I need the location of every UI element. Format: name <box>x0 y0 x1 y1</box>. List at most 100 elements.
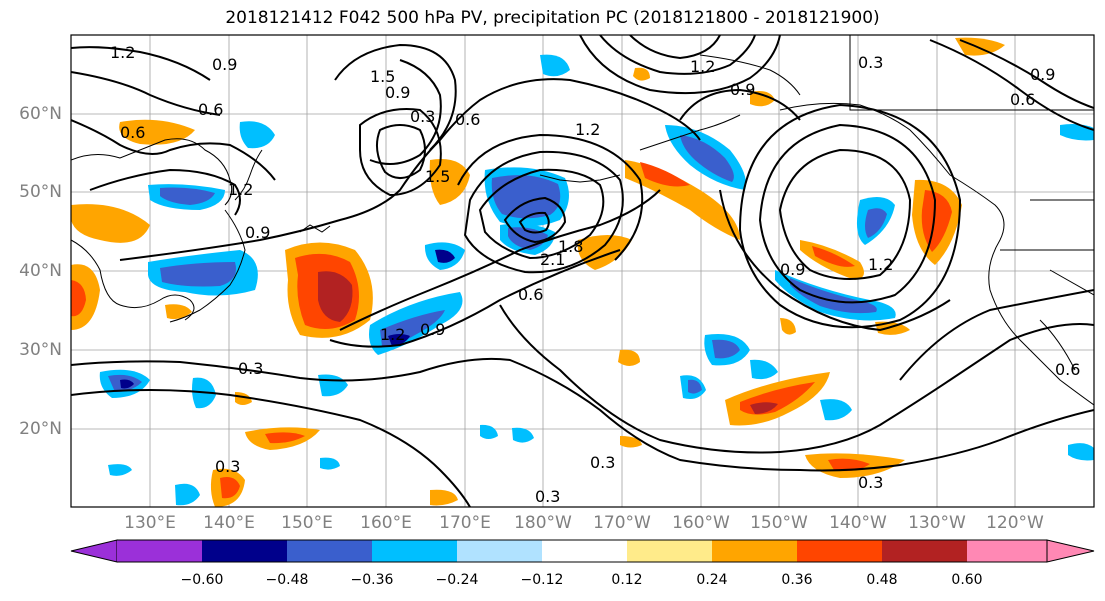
precip-blob <box>875 321 910 335</box>
lon-label: 150°W <box>750 513 808 533</box>
precip-blob <box>220 477 240 499</box>
precip-blob <box>680 135 734 182</box>
precip-blob <box>160 262 236 287</box>
lon-label: 160°W <box>672 513 730 533</box>
colorbar-tick-label: −0.48 <box>265 572 309 588</box>
pv-contour <box>778 148 912 280</box>
lat-label: 20°N <box>19 419 62 439</box>
pv-contour <box>629 35 721 60</box>
colorbar-tick-label: 0.12 <box>611 572 643 588</box>
precip-blob <box>165 304 192 320</box>
precip-blob <box>480 424 498 439</box>
colorbar-segment <box>967 540 1047 562</box>
pv-contour <box>457 133 644 261</box>
pv-contour <box>334 43 457 151</box>
precip-blob <box>688 379 702 394</box>
contour-label: 0.3 <box>858 473 883 492</box>
colorbar <box>70 539 1095 563</box>
pv-contour <box>339 189 661 331</box>
contour-label: 0.9 <box>780 260 805 279</box>
pv-contour <box>899 289 1094 381</box>
contour-label: 0.6 <box>120 123 145 142</box>
pv-contour <box>758 123 937 304</box>
precip-blob <box>712 339 740 359</box>
pv-contour <box>499 304 1094 454</box>
colorbar-tick-label: 0.60 <box>951 572 983 588</box>
precip-blob <box>633 67 650 81</box>
pv-contour <box>463 150 624 274</box>
precip-blob <box>865 208 887 238</box>
precip-blob <box>512 427 534 443</box>
pv-contour <box>119 78 701 261</box>
contour-label: 0.3 <box>410 107 435 126</box>
colorbar-segment <box>117 540 202 562</box>
colorbar-segment <box>797 540 882 562</box>
colorbar-segment <box>627 540 712 562</box>
pv-contour <box>679 88 801 121</box>
precip-negative-shading <box>99 54 1094 506</box>
contour-label: 0.3 <box>858 53 883 72</box>
precip-blob <box>320 457 340 470</box>
contour-labels: 1.2 0.9 0.6 0.6 1.5 0.9 0.3 0.6 1.2 0.9 … <box>110 43 1080 506</box>
lat-label: 30°N <box>19 340 62 360</box>
lon-label: 140°E <box>203 513 255 533</box>
pv-contour <box>959 39 1094 109</box>
contour-label: 0.9 <box>245 223 270 242</box>
colorbar-tick-label: 0.24 <box>696 572 728 588</box>
lat-label: 40°N <box>19 261 62 281</box>
lon-label: 160°E <box>360 513 412 533</box>
lon-label: 170°W <box>593 513 651 533</box>
pv-contour <box>375 124 426 179</box>
pv-contour <box>71 71 221 116</box>
pv-contour <box>71 119 276 181</box>
precip-blob <box>780 318 796 335</box>
colorbar-tick-label: −0.12 <box>520 572 564 588</box>
precip-blob <box>318 271 353 322</box>
pv-contour <box>599 35 756 75</box>
precip-positive-shading <box>71 37 1005 507</box>
lon-label: 180°W <box>514 513 572 533</box>
colorbar-tick-label: 0.36 <box>781 572 813 588</box>
contour-label: 0.6 <box>1055 360 1080 379</box>
pv-contour <box>518 211 550 234</box>
precip-blob <box>1068 443 1094 461</box>
contour-label: 1.2 <box>380 325 405 344</box>
colorbar-segment <box>542 540 627 562</box>
precip-blob <box>618 349 640 366</box>
pv-contour <box>71 357 1094 472</box>
contour-label: 0.6 <box>198 100 223 119</box>
colorbar-tick-label: −0.24 <box>435 572 479 588</box>
lon-label: 140°W <box>829 513 887 533</box>
colorbar-segment <box>457 540 542 562</box>
pv-contour <box>71 389 471 507</box>
precip-blob <box>71 204 150 243</box>
pv-contour <box>503 196 567 244</box>
pv-contours <box>71 35 1094 507</box>
contour-label: 0.9 <box>730 80 755 99</box>
pv-contour <box>329 249 621 348</box>
contour-label: 1.8 <box>558 237 583 256</box>
colorbar-segment <box>202 540 287 562</box>
lat-label: 60°N <box>19 104 62 124</box>
precip-blob <box>921 190 952 252</box>
precip-blob <box>71 280 86 317</box>
contour-label: 2.1 <box>540 250 565 269</box>
contour-label: 1.2 <box>228 180 253 199</box>
contour-label: 0.6 <box>1010 90 1035 109</box>
precip-blob <box>577 235 632 270</box>
pv-contour <box>89 168 241 216</box>
colorbar-segment <box>712 540 797 562</box>
precip-blob <box>108 464 132 476</box>
contour-label: 0.3 <box>215 457 240 476</box>
precip-blob <box>750 359 778 380</box>
map-frame <box>70 34 1095 508</box>
precip-blob <box>160 187 215 205</box>
pv-contour <box>369 59 442 165</box>
lon-label: 170°E <box>439 513 491 533</box>
precip-blob <box>540 54 570 77</box>
contour-label: 0.3 <box>590 453 615 472</box>
pv-contour <box>929 39 1094 131</box>
contour-label: 0.3 <box>238 359 263 378</box>
contour-label: 1.5 <box>425 167 450 186</box>
